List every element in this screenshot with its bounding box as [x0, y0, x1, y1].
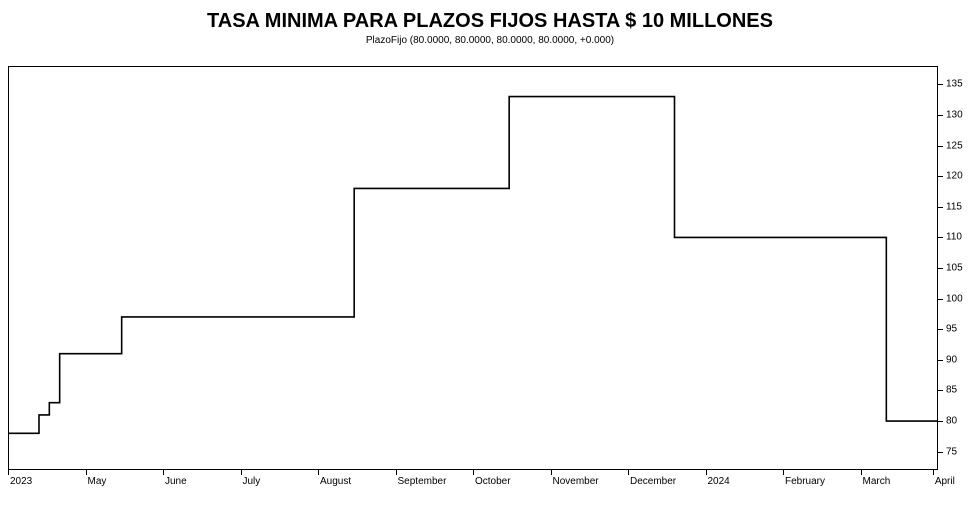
- ytick-mark: [938, 146, 943, 147]
- xtick-mark: [86, 470, 87, 475]
- xtick-mark: [628, 470, 629, 475]
- ytick-label: 125: [946, 140, 963, 151]
- ytick-mark: [938, 421, 943, 422]
- xtick-mark: [861, 470, 862, 475]
- ytick-label: 135: [946, 79, 963, 90]
- ytick-mark: [938, 360, 943, 361]
- xtick-label: October: [475, 476, 511, 487]
- xtick-label: June: [165, 476, 187, 487]
- xtick-label: February: [785, 476, 825, 487]
- ytick-label: 110: [946, 232, 962, 243]
- ytick-mark: [938, 237, 943, 238]
- chart-subtitle: PlazoFijo (80.0000, 80.0000, 80.0000, 80…: [6, 35, 974, 46]
- ytick-label: 115: [946, 201, 962, 212]
- xtick-mark: [8, 470, 9, 475]
- ytick-label: 105: [946, 263, 963, 274]
- ytick-mark: [938, 84, 943, 85]
- xtick-mark: [241, 470, 242, 475]
- xtick-label: September: [398, 476, 447, 487]
- xtick-mark: [318, 470, 319, 475]
- ytick-mark: [938, 207, 943, 208]
- chart-title: TASA MINIMA PARA PLAZOS FIJOS HASTA $ 10…: [6, 10, 974, 33]
- xtick-label: August: [320, 476, 351, 487]
- chart-container: TASA MINIMA PARA PLAZOS FIJOS HASTA $ 10…: [0, 0, 980, 512]
- xtick-label: 2024: [708, 476, 730, 487]
- ytick-label: 75: [946, 446, 957, 457]
- step-line-series: [8, 66, 938, 470]
- ytick-label: 80: [946, 416, 957, 427]
- xtick-mark: [706, 470, 707, 475]
- ytick-mark: [938, 176, 943, 177]
- ytick-mark: [938, 329, 943, 330]
- ytick-mark: [938, 390, 943, 391]
- ytick-label: 130: [946, 109, 963, 120]
- xtick-mark: [163, 470, 164, 475]
- ytick-mark: [938, 115, 943, 116]
- xtick-mark: [933, 470, 934, 475]
- xtick-label: April: [935, 476, 955, 487]
- xtick-label: 2023: [10, 476, 32, 487]
- ytick-label: 100: [946, 293, 963, 304]
- ytick-mark: [938, 268, 943, 269]
- xtick-label: May: [88, 476, 107, 487]
- ytick-label: 120: [946, 171, 963, 182]
- xtick-mark: [551, 470, 552, 475]
- xtick-mark: [783, 470, 784, 475]
- ytick-label: 85: [946, 385, 957, 396]
- ytick-mark: [938, 452, 943, 453]
- xtick-label: December: [630, 476, 676, 487]
- xtick-mark: [396, 470, 397, 475]
- xtick-label: July: [243, 476, 261, 487]
- plot-area: 75808590951001051101151201251301352023Ma…: [8, 66, 938, 470]
- xtick-label: March: [863, 476, 891, 487]
- ytick-mark: [938, 299, 943, 300]
- ytick-label: 95: [946, 324, 957, 335]
- xtick-label: November: [553, 476, 599, 487]
- ytick-label: 90: [946, 354, 957, 365]
- xtick-mark: [473, 470, 474, 475]
